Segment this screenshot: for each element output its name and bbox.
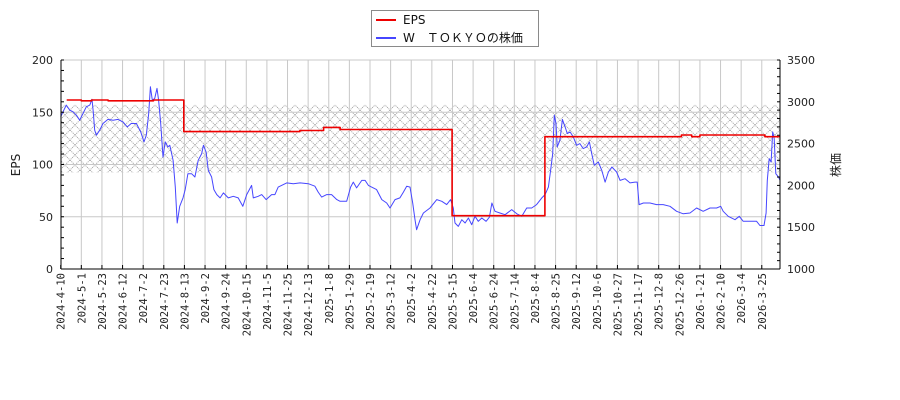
plot-series <box>60 86 781 231</box>
x-tick-label: 2026-1-21 <box>695 273 707 330</box>
x-tick-label: 2024-7-2 <box>138 273 150 324</box>
x-tick-label: 2024-9-2 <box>200 273 212 324</box>
legend-item-eps: EPS <box>372 11 425 29</box>
eps-line <box>66 99 781 217</box>
x-tick-label: 2026-3-25 <box>757 273 769 330</box>
x-tick-label: 2026-3-4 <box>736 273 748 324</box>
y-axis-right-labels: 1000 1500 2000 2500 3000 3500 <box>787 54 815 276</box>
y-right-tick-label: 1500 <box>787 221 815 234</box>
y-right-tick-label: 2500 <box>787 138 815 151</box>
x-tick-label: 2024-9-24 <box>221 273 233 330</box>
y-axis-right-title: 株価 <box>828 153 843 177</box>
x-tick-label: 2025-1-8 <box>324 273 336 324</box>
x-tick-label: 2024-6-12 <box>118 273 130 330</box>
x-tick-label: 2025-10-27 <box>612 273 624 336</box>
x-tick-label: 2024-10-15 <box>241 273 253 336</box>
y-right-tick-label: 3000 <box>787 96 815 109</box>
y-right-tick-label: 2000 <box>787 179 815 192</box>
x-tick-label: 2025-8-25 <box>551 273 563 330</box>
legend-item-stock-price: W ＴＯＫＹＯの株価 <box>372 29 523 47</box>
x-tick-label: 2025-9-12 <box>571 273 583 330</box>
x-tick-label: 2024-4-10 <box>56 273 68 330</box>
x-tick-label: 2025-2-19 <box>365 273 377 330</box>
gridlines <box>61 59 780 269</box>
hatched-band <box>61 104 780 173</box>
x-tick-label: 2025-8-4 <box>530 273 542 324</box>
axes <box>60 59 781 270</box>
legend-label-eps: EPS <box>403 13 426 27</box>
x-tick-label: 2025-6-24 <box>489 273 501 330</box>
legend-swatch-stock-price <box>376 37 396 39</box>
x-tick-label: 2025-4-2 <box>406 273 418 324</box>
stock-price-line <box>60 86 781 231</box>
y-left-tick-label: 200 <box>32 54 53 67</box>
x-tick-label: 2025-5-15 <box>447 273 459 330</box>
y-left-tick-label: 50 <box>39 211 53 224</box>
x-tick-label: 2024-5-1 <box>76 273 88 324</box>
legend: EPS W ＴＯＫＹＯの株価 <box>371 10 539 47</box>
x-tick-label: 2025-3-12 <box>386 273 398 330</box>
y-axis-left-title: EPS <box>9 154 23 176</box>
x-tick-label: 2025-12-26 <box>674 273 686 336</box>
hatched-band-rect <box>61 104 780 173</box>
x-tick-label: 2025-1-29 <box>344 273 356 330</box>
x-tick-label: 2024-11-25 <box>283 273 295 336</box>
y-right-tick-label: 3500 <box>787 54 815 67</box>
y-left-tick-label: 0 <box>46 263 53 276</box>
x-tick-label: 2025-11-17 <box>633 273 645 336</box>
x-axis-labels: 2024-4-10 2024-5-1 2024-5-23 2024-6-12 2024-… <box>56 273 769 336</box>
x-tick-label: 2024-8-13 <box>179 273 191 330</box>
legend-swatch-eps <box>376 19 396 21</box>
x-tick-label: 2024-5-23 <box>97 273 109 330</box>
y-left-tick-label: 100 <box>32 159 53 172</box>
x-tick-label: 2025-6-4 <box>468 273 480 324</box>
x-tick-label: 2024-11-5 <box>262 273 274 330</box>
x-tick-label: 2025-10-6 <box>592 273 604 330</box>
x-tick-label: 2025-12-8 <box>654 273 666 330</box>
legend-label-stock-price: W ＴＯＫＹＯの株価 <box>403 31 523 45</box>
x-tick-label: 2024-7-23 <box>159 273 171 330</box>
y-right-tick-label: 1000 <box>787 263 815 276</box>
x-tick-label: 2026-2-10 <box>716 273 728 330</box>
y-left-tick-label: 150 <box>32 106 53 119</box>
x-tick-label: 2025-7-14 <box>509 273 521 330</box>
y-axis-left-labels: 0 50 100 150 200 <box>32 54 53 276</box>
x-tick-label: 2025-4-22 <box>427 273 439 330</box>
x-tick-label: 2024-12-13 <box>303 273 315 336</box>
